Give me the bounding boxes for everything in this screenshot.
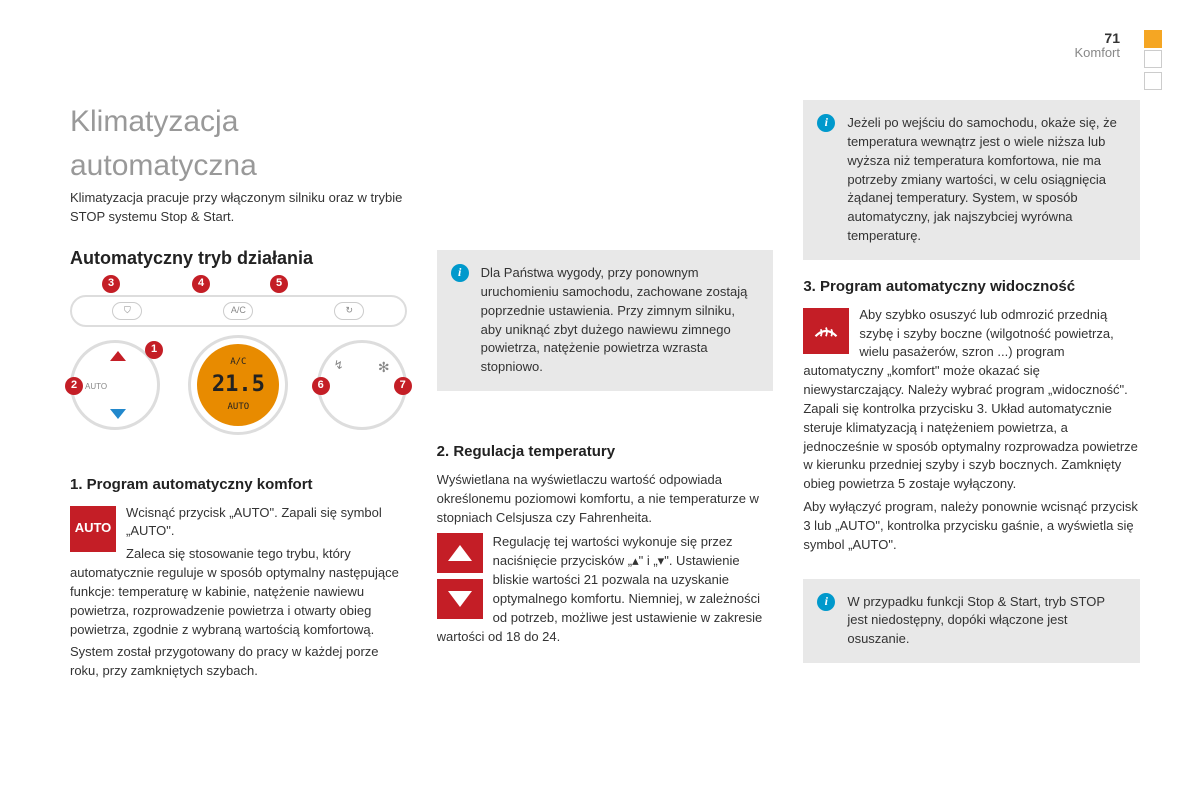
right-dial: 6 7 ✻ ↯ <box>317 340 407 430</box>
tab-marker <box>1144 72 1162 90</box>
section-3-p2: Aby wyłączyć program, należy ponownie wc… <box>803 498 1140 555</box>
info-icon: i <box>817 593 835 611</box>
page-title: Klimatyzacja automatyczna <box>70 100 407 187</box>
section-3-heading: 3. Program automatyczny widoczność <box>803 276 1140 298</box>
info-box-temperature: i Jeżeli po wejściu do samochodu, okaże … <box>803 100 1140 260</box>
info-box-settings: i Dla Państwa wygody, przy ponownym uruc… <box>437 250 774 391</box>
info-3-text: W przypadku funkcji Stop & Start, tryb S… <box>847 594 1104 647</box>
tab-marker <box>1144 50 1162 68</box>
temp-down-button <box>437 579 483 619</box>
page-content: Klimatyzacja automatyczna Klimatyzacja p… <box>70 100 1140 705</box>
section-2-p1: Wyświetlana na wyświetlaczu wartość odpo… <box>437 471 774 528</box>
lcd-temperature: 21.5 <box>212 369 265 401</box>
badge-1: 1 <box>145 341 163 359</box>
recirc-button: ↻ <box>334 302 364 320</box>
info-icon: i <box>817 114 835 132</box>
lcd-auto-label: AUTO <box>227 401 249 414</box>
section-3: 3. Program automatyczny widoczność Aby s… <box>803 276 1140 559</box>
climate-control-diagram: 3 4 5 ⛉ A/C ↻ 1 2 AUTO A/C 21.5 <box>70 285 407 450</box>
column-left: Klimatyzacja automatyczna Klimatyzacja p… <box>70 100 407 705</box>
temp-up-icon <box>110 351 126 361</box>
section-3-p1: Aby szybko osuszyć lub odmrozić przednią… <box>803 306 1140 494</box>
badge-2: 2 <box>65 377 83 395</box>
badge-5: 5 <box>270 275 288 293</box>
fan-icon: ✻ <box>378 357 390 377</box>
info-2-text: Jeżeli po wejściu do samochodu, okaże si… <box>847 115 1117 243</box>
top-button-strip: 3 4 5 ⛉ A/C ↻ <box>70 295 407 327</box>
badge-7: 7 <box>394 377 412 395</box>
tab-marker-active <box>1144 30 1162 48</box>
windshield-defrost-icon <box>812 317 840 345</box>
section-2-heading: 2. Regulacja temperatury <box>437 441 774 463</box>
temp-up-button <box>437 533 483 573</box>
dial-row: 1 2 AUTO A/C 21.5 AUTO 6 7 ✻ <box>70 335 407 435</box>
section-2-p2: Regulację tej wartości wykonuje się prze… <box>437 533 774 646</box>
section-1-p2: Zaleca się stosowanie tego trybu, który … <box>70 545 407 639</box>
mode-heading: Automatyczny tryb działania <box>70 245 407 271</box>
lcd-ac-label: A/C <box>230 356 246 369</box>
section-1-p3: System został przygotowany do pracy w ka… <box>70 643 407 681</box>
auto-label: AUTO <box>85 381 107 393</box>
center-display: A/C 21.5 AUTO <box>188 335 288 435</box>
defrost-icon <box>803 308 849 354</box>
badge-3: 3 <box>102 275 120 293</box>
arrow-up-icon <box>448 545 472 561</box>
badge-6: 6 <box>312 377 330 395</box>
section-label: Komfort <box>1074 44 1120 63</box>
lcd-screen: A/C 21.5 AUTO <box>197 344 279 426</box>
section-1: 1. Program automatyczny komfort AUTO Wci… <box>70 474 407 685</box>
info-icon: i <box>451 264 469 282</box>
temp-down-icon <box>110 409 126 419</box>
section-1-heading: 1. Program automatyczny komfort <box>70 474 407 496</box>
auto-icon: AUTO <box>70 506 116 552</box>
ac-button: A/C <box>223 302 253 320</box>
info-box-stopstart: i W przypadku funkcji Stop & Start, tryb… <box>803 579 1140 664</box>
section-1-p1: Wcisnąć przycisk „AUTO". Zapali się symb… <box>70 504 407 542</box>
info-1-text: Dla Państwa wygody, przy ponownym urucho… <box>481 265 748 374</box>
airflow-icon: ↯ <box>334 357 344 374</box>
column-right: i Jeżeli po wejściu do samochodu, okaże … <box>803 100 1140 705</box>
badge-4: 4 <box>192 275 210 293</box>
defrost-button: ⛉ <box>112 302 142 320</box>
section-2: 2. Regulacja temperatury Wyświetlana na … <box>437 441 774 650</box>
page-subtitle: Klimatyzacja pracuje przy włączonym siln… <box>70 189 407 227</box>
left-dial: 1 2 AUTO <box>70 340 160 430</box>
arrow-down-icon <box>448 591 472 607</box>
column-middle: i Dla Państwa wygody, przy ponownym uruc… <box>437 100 774 705</box>
